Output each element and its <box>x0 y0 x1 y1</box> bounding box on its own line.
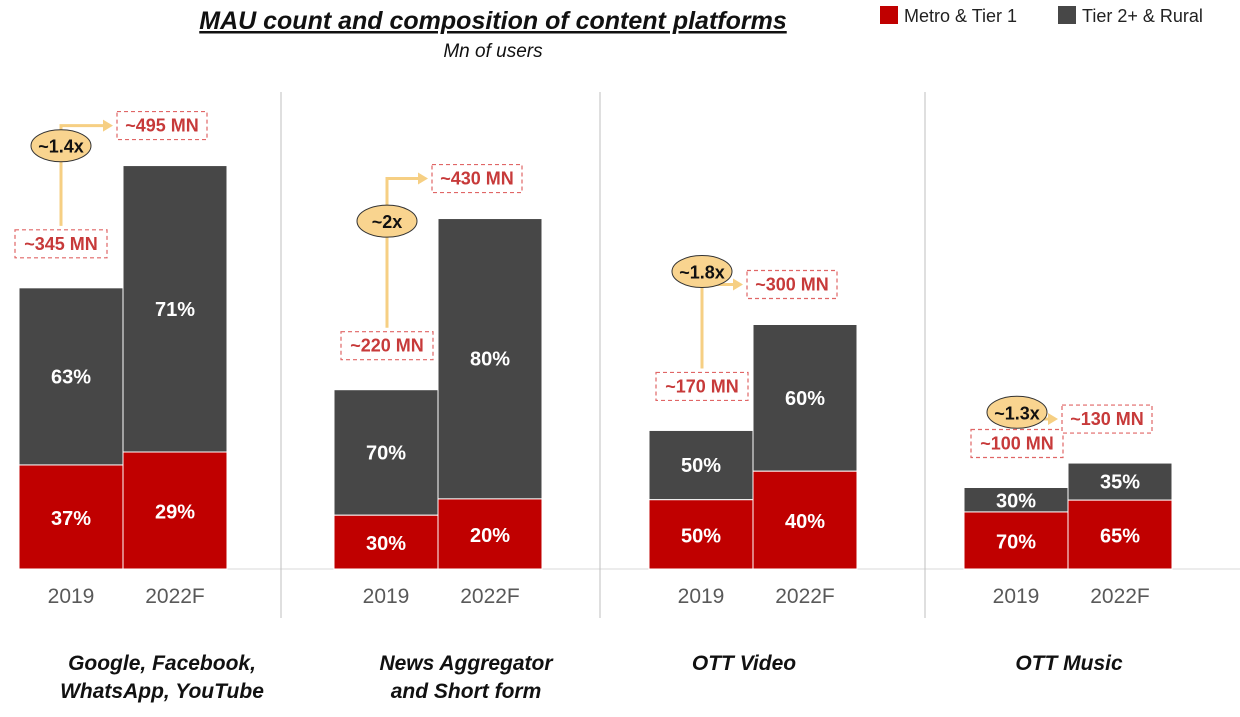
legend-label-metro: Metro & Tier 1 <box>904 6 1017 26</box>
group-label: OTT Video <box>692 652 796 675</box>
growth-arrow-line <box>702 285 735 369</box>
growth-arrow-head <box>103 120 113 132</box>
growth-arrow-head <box>1048 413 1058 425</box>
metro-pct-label: 20% <box>470 525 510 547</box>
rural-pct-label: 71% <box>155 299 195 321</box>
rural-pct-label: 80% <box>470 349 510 371</box>
group-4: 30% 70% 2019 35% 65% 2022F ~100 MN ~130 MN ~1.3x… <box>964 396 1172 675</box>
x-tick-label: 2022F <box>775 585 835 608</box>
total-callout-2022f: ~300 MN <box>755 275 829 295</box>
rural-pct-label: 70% <box>366 442 406 464</box>
group-label-line: Google, Facebook, <box>68 652 256 675</box>
metro-pct-label: 37% <box>51 508 91 530</box>
x-tick-label: 2019 <box>993 585 1040 608</box>
group-label-line: OTT Music <box>1015 652 1123 675</box>
chart-title: MAU count and composition of content pla… <box>199 7 787 35</box>
growth-multiplier-label: ~1.8x <box>679 262 725 282</box>
rural-pct-label: 30% <box>996 491 1036 513</box>
rural-pct-label: 35% <box>1100 472 1140 494</box>
group-3: 50% 50% 2019 60% 40% 2022F ~170 MN ~300 MN ~1.8x… <box>649 255 857 675</box>
growth-arrow-head <box>418 173 428 185</box>
total-callout-2019: ~170 MN <box>665 376 739 396</box>
group-1: 63% 37% 2019 71% 29% 2022F ~345 MN ~495 MN ~1.4x… <box>15 112 264 703</box>
x-tick-label: 2019 <box>363 585 410 608</box>
growth-multiplier-label: ~2x <box>372 212 403 232</box>
plot-area: 63% 37% 2019 71% 29% 2022F ~345 MN ~495 MN ~1.4x… <box>15 92 1240 703</box>
legend: Metro & Tier 1 Tier 2+ & Rural <box>880 6 1203 26</box>
total-callout-2019: ~220 MN <box>350 336 424 356</box>
x-tick-label: 2022F <box>1090 585 1150 608</box>
total-callout-2022f: ~130 MN <box>1070 409 1144 429</box>
group-label: OTT Music <box>1015 652 1123 675</box>
total-callout-2022f: ~495 MN <box>125 116 199 136</box>
group-2: 70% 30% 2019 80% 20% 2022F ~220 MN ~430 MN ~2x Ne… <box>334 165 554 703</box>
metro-pct-label: 65% <box>1100 526 1140 548</box>
growth-arrow-head <box>733 279 743 291</box>
growth-multiplier-label: ~1.4x <box>38 137 84 157</box>
metro-pct-label: 40% <box>785 511 825 533</box>
group-label-line: WhatsApp, YouTube <box>60 680 264 703</box>
growth-arrow-line <box>387 179 420 328</box>
total-callout-2022f: ~430 MN <box>440 169 514 189</box>
group-label-line: News Aggregator <box>379 652 554 675</box>
rural-pct-label: 60% <box>785 388 825 410</box>
metro-pct-label: 30% <box>366 533 406 555</box>
group-label: News Aggregator and Short form <box>379 652 554 703</box>
legend-swatch-rural <box>1058 6 1076 24</box>
group-label: Google, Facebook, WhatsApp, YouTube <box>60 652 264 703</box>
legend-swatch-metro <box>880 6 898 24</box>
rural-pct-label: 50% <box>681 455 721 477</box>
rural-pct-label: 63% <box>51 366 91 388</box>
x-tick-label: 2019 <box>678 585 725 608</box>
group-label-line: OTT Video <box>692 652 796 675</box>
x-tick-label: 2019 <box>48 585 95 608</box>
total-callout-2019: ~100 MN <box>980 434 1054 454</box>
x-tick-label: 2022F <box>145 585 205 608</box>
metro-pct-label: 29% <box>155 502 195 524</box>
legend-label-rural: Tier 2+ & Rural <box>1082 6 1203 26</box>
total-callout-2019: ~345 MN <box>24 234 98 254</box>
chart-subtitle: Mn of users <box>443 41 543 62</box>
metro-pct-label: 50% <box>681 525 721 547</box>
group-label-line: and Short form <box>391 680 542 703</box>
growth-multiplier-label: ~1.3x <box>994 403 1040 423</box>
metro-pct-label: 70% <box>996 531 1036 553</box>
x-tick-label: 2022F <box>460 585 520 608</box>
